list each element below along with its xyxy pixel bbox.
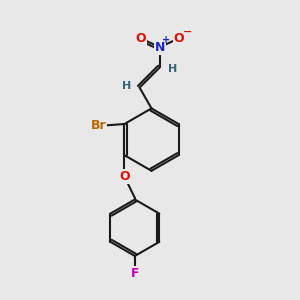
- Text: H: H: [168, 64, 177, 74]
- Text: N: N: [154, 41, 165, 54]
- Text: F: F: [130, 267, 139, 280]
- Text: O: O: [135, 32, 146, 45]
- Text: Br: Br: [91, 119, 106, 132]
- Text: +: +: [162, 35, 170, 45]
- Text: −: −: [183, 27, 192, 37]
- Text: H: H: [122, 81, 132, 91]
- Text: O: O: [174, 32, 184, 45]
- Text: O: O: [119, 170, 130, 183]
